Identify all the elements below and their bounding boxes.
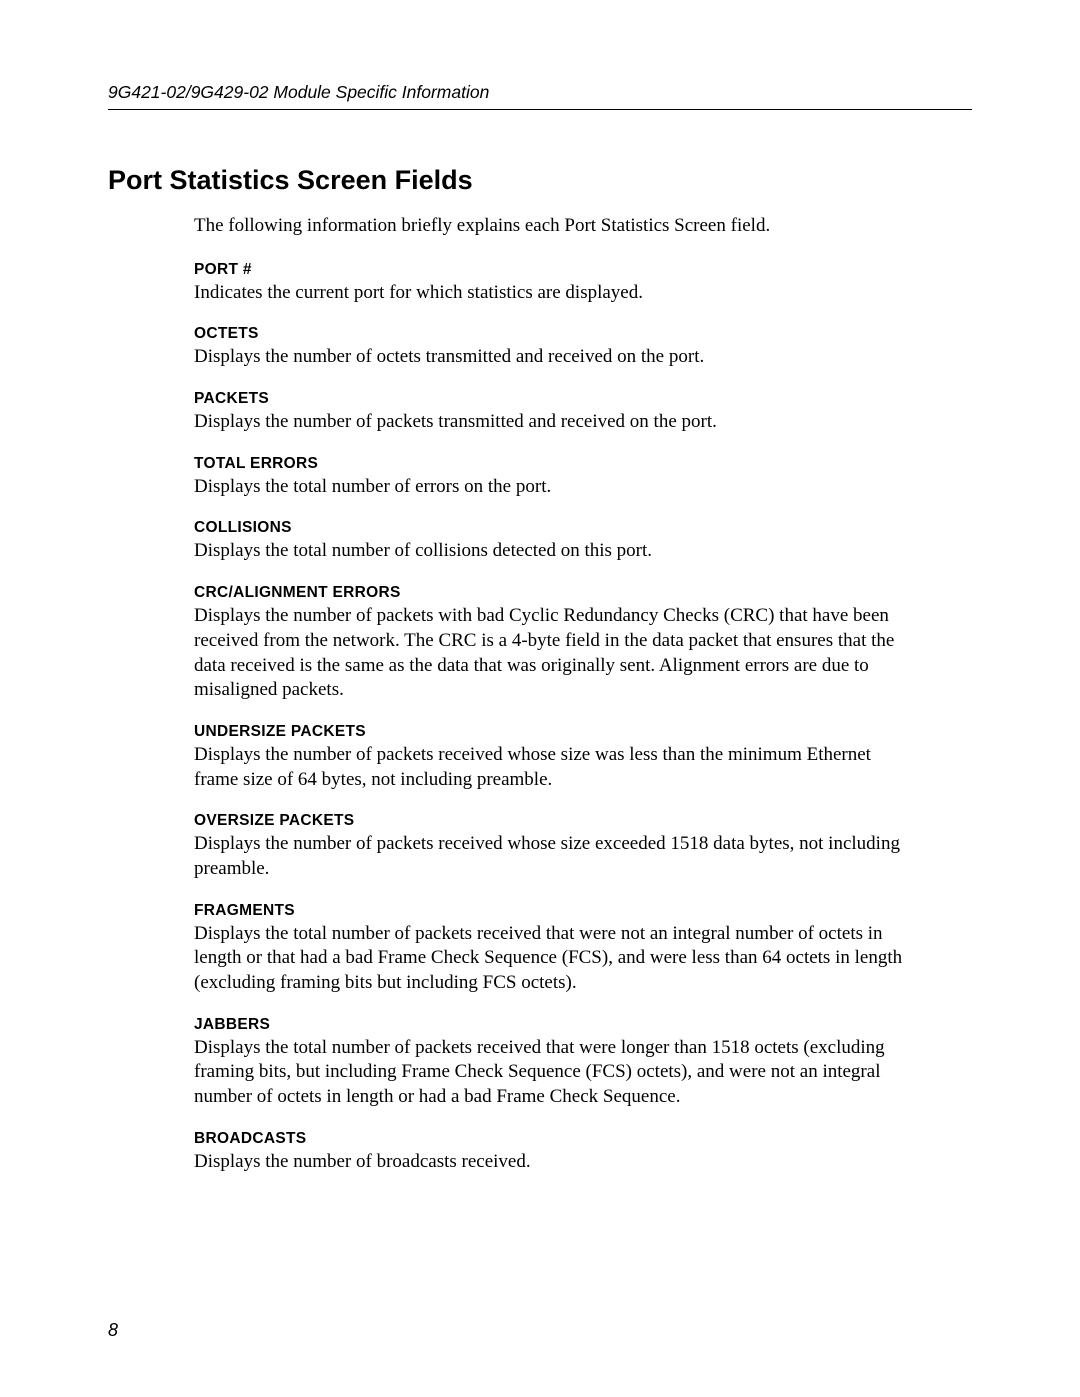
field-jabbers: JABBERS Displays the total number of pac… (194, 1016, 904, 1110)
field-label: BROADCASTS (194, 1130, 904, 1148)
field-desc: Indicates the current port for which sta… (194, 281, 904, 306)
field-desc: Displays the total number of errors on t… (194, 475, 904, 500)
running-header: 9G421-02/9G429-02 Module Specific Inform… (108, 82, 972, 110)
field-total-errors: TOTAL ERRORS Displays the total number o… (194, 455, 904, 500)
field-label: OVERSIZE PACKETS (194, 812, 904, 830)
field-packets: PACKETS Displays the number of packets t… (194, 390, 904, 435)
section-title: Port Statistics Screen Fields (108, 165, 972, 196)
page-number: 8 (108, 1320, 118, 1341)
field-label: TOTAL ERRORS (194, 455, 904, 473)
field-octets: OCTETS Displays the number of octets tra… (194, 325, 904, 370)
field-fragments: FRAGMENTS Displays the total number of p… (194, 902, 904, 996)
field-label: PACKETS (194, 390, 904, 408)
page: 9G421-02/9G429-02 Module Specific Inform… (0, 0, 1080, 1397)
field-desc: Displays the number of packets received … (194, 743, 904, 792)
field-port-number: PORT # Indicates the current port for wh… (194, 261, 904, 306)
field-desc: Displays the number of packets transmitt… (194, 410, 904, 435)
field-label: FRAGMENTS (194, 902, 904, 920)
field-crc-alignment-errors: CRC/ALIGNMENT ERRORS Displays the number… (194, 584, 904, 703)
field-desc: Displays the number of packets received … (194, 832, 904, 881)
field-desc: Displays the number of octets transmitte… (194, 345, 904, 370)
content-body: The following information briefly explai… (194, 214, 904, 1174)
field-label: CRC/ALIGNMENT ERRORS (194, 584, 904, 602)
field-broadcasts: BROADCASTS Displays the number of broadc… (194, 1130, 904, 1175)
field-label: UNDERSIZE PACKETS (194, 723, 904, 741)
field-label: COLLISIONS (194, 519, 904, 537)
field-desc: Displays the number of packets with bad … (194, 604, 904, 703)
section-intro: The following information briefly explai… (194, 214, 904, 239)
field-collisions: COLLISIONS Displays the total number of … (194, 519, 904, 564)
field-desc: Displays the total number of packets rec… (194, 922, 904, 996)
field-label: OCTETS (194, 325, 904, 343)
field-label: PORT # (194, 261, 904, 279)
field-oversize-packets: OVERSIZE PACKETS Displays the number of … (194, 812, 904, 881)
field-desc: Displays the number of broadcasts receiv… (194, 1150, 904, 1175)
field-undersize-packets: UNDERSIZE PACKETS Displays the number of… (194, 723, 904, 792)
field-desc: Displays the total number of collisions … (194, 539, 904, 564)
field-label: JABBERS (194, 1016, 904, 1034)
field-desc: Displays the total number of packets rec… (194, 1036, 904, 1110)
